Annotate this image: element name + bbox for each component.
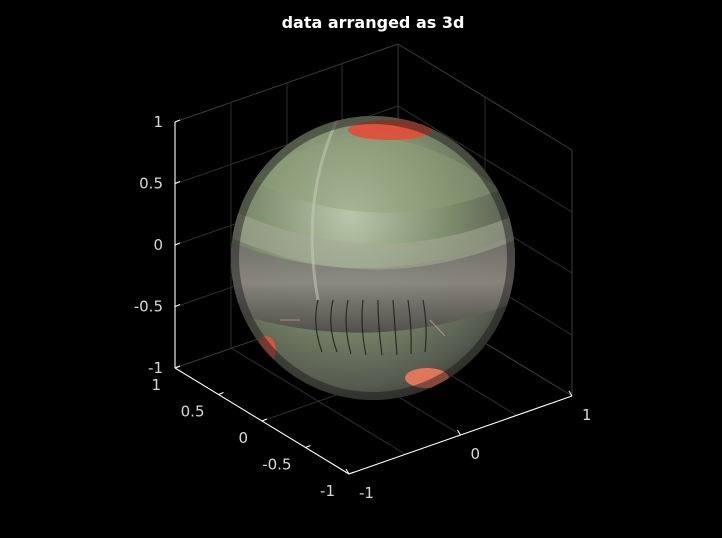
y-tick-mark bbox=[218, 392, 224, 395]
chart-title: data arranged as 3d bbox=[282, 13, 465, 32]
y-tick-label: -1 bbox=[320, 482, 335, 500]
x-tick-label: 0 bbox=[471, 445, 481, 463]
z-tick-mark bbox=[174, 242, 181, 246]
y-axis-ticks: -1 -0.5 0 0.5 1 bbox=[151, 365, 355, 500]
x-tick-label: -1 bbox=[359, 484, 374, 502]
z-tick-label: 0.5 bbox=[139, 175, 163, 193]
y-tick-label: 0.5 bbox=[181, 403, 205, 421]
z-axis-ticks: -1 -0.5 0 0.5 1 bbox=[134, 113, 181, 377]
z-tick-label: 1 bbox=[153, 113, 163, 131]
y-tick-mark bbox=[348, 471, 355, 475]
x-tick-mark bbox=[345, 468, 350, 475]
x-tick-label: 1 bbox=[582, 406, 592, 424]
x-axis-ticks: -1 0 1 bbox=[345, 390, 592, 502]
z-tick-mark bbox=[174, 119, 181, 123]
y-tick-mark bbox=[261, 418, 268, 422]
y-tick-label: 1 bbox=[151, 376, 161, 394]
z-tick-label: 0 bbox=[153, 236, 163, 254]
sphere-surface bbox=[231, 116, 515, 400]
z-tick-mark bbox=[174, 304, 181, 307]
z-tick-label: -1 bbox=[148, 359, 163, 377]
y-tick-label: -0.5 bbox=[262, 456, 291, 474]
x-tick-mark bbox=[568, 390, 573, 397]
z-tick-mark bbox=[174, 181, 181, 184]
y-tick-mark bbox=[305, 445, 311, 448]
z-tick-label: -0.5 bbox=[134, 298, 163, 316]
y-tick-label: 0 bbox=[238, 429, 248, 447]
x-tick-mark bbox=[457, 429, 461, 436]
y-tick-mark bbox=[174, 365, 181, 369]
